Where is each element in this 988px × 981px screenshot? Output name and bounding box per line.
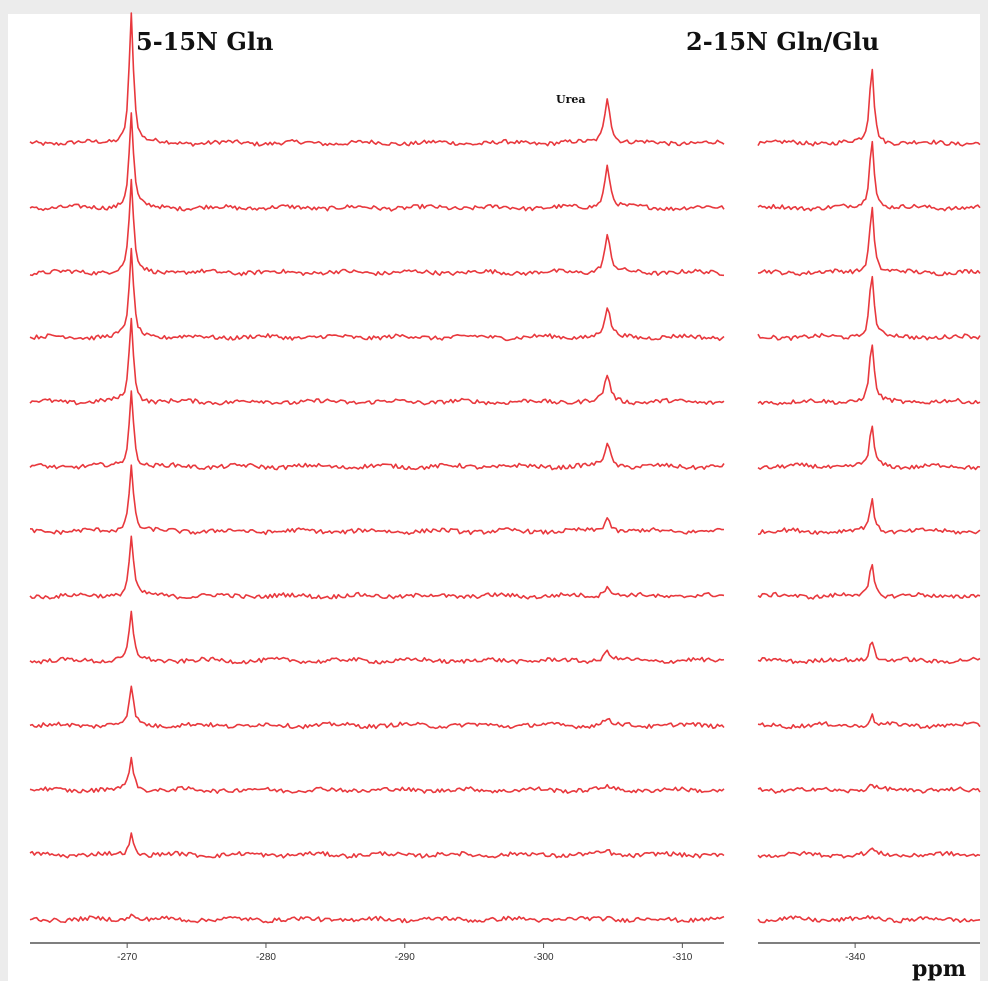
x-tick-label: -290: [395, 952, 415, 963]
spectrum-trace-4-panel-2: [757, 275, 981, 341]
x-tick-label: -270: [117, 952, 137, 963]
panel-title-5-15n-gln: 5-15N Gln: [136, 27, 273, 56]
spectrum-trace-13-panel-2: [757, 915, 981, 924]
panel-title-2-15n-gln-glu: 2-15N Gln/Glu: [686, 27, 879, 56]
spectrum-trace-5-panel-1: [29, 317, 725, 406]
x-tick-label: -300: [534, 952, 554, 963]
ppm-axes: -270 -280 -290 -300 -310 -340: [30, 942, 980, 963]
spectrum-trace-10-panel-1: [29, 685, 725, 730]
figure-canvas: [8, 14, 980, 981]
x-axis-unit-label: ppm: [912, 956, 966, 981]
spectrum-traces: [29, 12, 981, 924]
peak-label-urea: Urea: [556, 93, 586, 106]
spectrum-trace-7-panel-2: [757, 498, 981, 536]
spectrum-trace-13-panel-1: [29, 913, 725, 924]
spectrum-trace-6-panel-2: [757, 425, 981, 471]
spectrum-trace-4-panel-1: [29, 247, 725, 342]
x-tick-label: -340: [845, 952, 865, 963]
spectrum-trace-1-panel-2: [757, 68, 981, 147]
x-tick-label: -310: [672, 952, 692, 963]
spectrum-trace-8-panel-2: [757, 563, 981, 600]
spectrum-trace-3-panel-1: [29, 178, 725, 277]
spectrum-trace-5-panel-2: [757, 344, 981, 406]
spectrum-trace-12-panel-2: [757, 847, 981, 859]
spectrum-trace-9-panel-1: [29, 610, 725, 665]
x-tick-label: -280: [256, 952, 276, 963]
spectrum-trace-10-panel-2: [757, 713, 981, 730]
spectrum-trace-9-panel-2: [757, 641, 981, 665]
spectrum-trace-11-panel-1: [29, 756, 725, 794]
spectrum-trace-8-panel-1: [29, 535, 725, 600]
spectrum-trace-6-panel-1: [29, 390, 725, 471]
spectrum-trace-7-panel-1: [29, 464, 725, 536]
spectrum-trace-2-panel-1: [29, 112, 725, 212]
spectrum-trace-11-panel-2: [757, 783, 981, 794]
spectrum-trace-1-panel-1: [29, 12, 725, 147]
spectrum-trace-3-panel-2: [757, 206, 981, 277]
spectrum-trace-12-panel-1: [29, 832, 725, 859]
spectrum-trace-2-panel-2: [757, 140, 981, 212]
